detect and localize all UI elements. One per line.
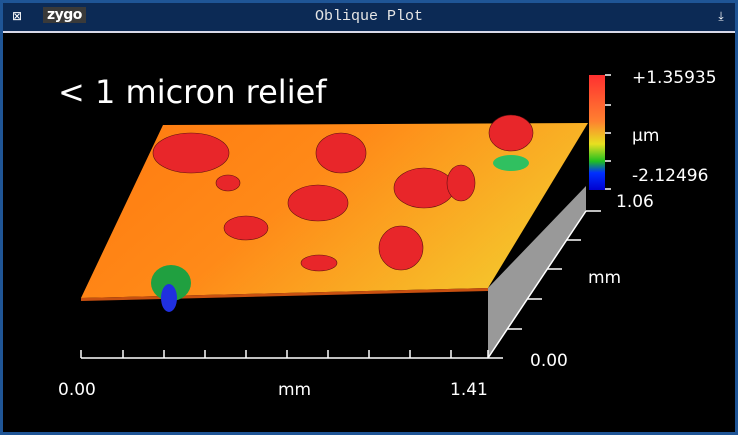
menu-icon[interactable]: ⊠ <box>11 9 23 23</box>
close-icon[interactable]: ⤓ <box>718 9 724 23</box>
window-title: Oblique Plot <box>314 8 424 25</box>
color-bar <box>589 75 605 190</box>
y-tick-label: 1.06 <box>616 192 654 212</box>
scale-max: +1.35935 <box>632 68 717 88</box>
depression-core <box>161 284 177 312</box>
logo: zygo <box>43 7 86 23</box>
x-tick-label: 1.41 <box>450 380 488 400</box>
side-face <box>488 186 586 358</box>
x-axis <box>80 350 489 359</box>
front-face <box>81 288 488 301</box>
y-axis-label: mm <box>588 268 621 288</box>
annotation: < 1 micron relief <box>58 73 327 111</box>
y-axis <box>487 210 601 359</box>
depression <box>493 155 529 171</box>
x-axis-label: mm <box>278 380 311 400</box>
scale-unit: µm <box>632 126 659 146</box>
color-bar-ticks <box>605 74 611 190</box>
oblique-plot: < 1 micron relief +1.35935 µm -2.12496 <box>58 68 717 400</box>
scale-min: -2.12496 <box>632 166 708 186</box>
title-bar: ⊠ zygo Oblique Plot ⤓ <box>3 3 735 33</box>
y-tick-label: 0.00 <box>530 351 568 371</box>
depression <box>151 265 191 301</box>
x-tick-label: 0.00 <box>58 380 96 400</box>
relief-features <box>152 114 534 272</box>
